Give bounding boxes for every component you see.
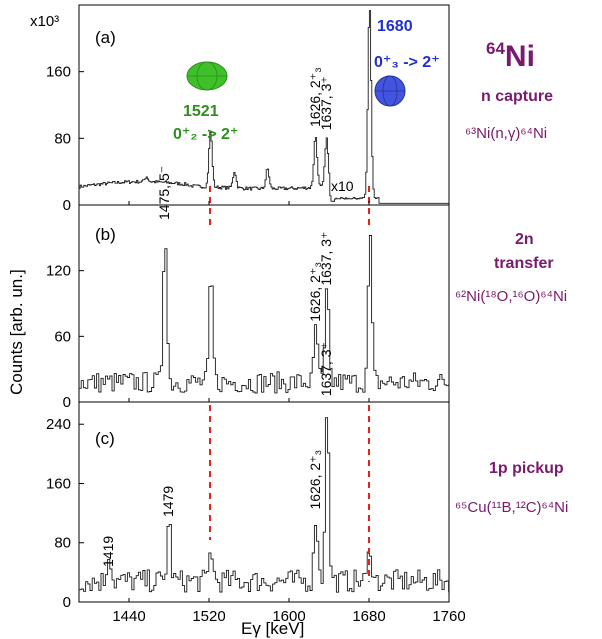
y-axis-label: Counts [arb. un.] xyxy=(7,269,26,395)
peak-label: 1626, 2⁺₃ xyxy=(307,67,323,127)
x-tick-label: 1440 xyxy=(112,608,145,625)
panel-a-label: (a) xyxy=(95,28,116,47)
isotope-mass: 64 xyxy=(486,39,505,58)
y-tick-label: 80 xyxy=(54,130,71,147)
x-tick-label: 1680 xyxy=(352,608,385,625)
y-tick-label: 0 xyxy=(63,197,71,214)
spectrum-line-2 xyxy=(79,417,450,593)
peak-label: 1637, 3⁺ xyxy=(318,342,334,396)
reaction-c-title: 1p pickup xyxy=(489,460,564,477)
reaction-a: ⁶³Ni(n,γ)⁶⁴Ni xyxy=(465,125,547,142)
callout-1521: 1521 0⁺₂ -> 2⁺ xyxy=(173,61,238,143)
reaction-b: ⁶²Ni(¹⁸O,¹⁶O)⁶⁴Ni xyxy=(455,288,567,305)
peak-label: 1637, 3⁺ xyxy=(318,232,334,286)
y-tick-label: 120 xyxy=(46,263,71,280)
callout-1680-transition: 0⁺₃ -> 2⁺ xyxy=(374,54,440,71)
peak-label: 1479 xyxy=(160,486,176,517)
panel-b-label: (b) xyxy=(95,225,116,244)
x-axis-label: Eγ [keV] xyxy=(241,619,304,638)
callout-1680: 1680 0⁺₃ -> 2⁺ xyxy=(374,18,440,107)
peak-label: 1626, 2⁺₃ xyxy=(307,262,323,322)
reaction-a-title: n capture xyxy=(481,88,553,105)
side-panel: 64Ni n capture ⁶³Ni(n,γ)⁶⁴Ni 2n transfer… xyxy=(455,39,568,516)
peak-label: 1637, 3⁺ xyxy=(318,76,334,130)
y-tick-label: 60 xyxy=(54,328,71,345)
panel-b-frame xyxy=(78,204,450,403)
reaction-b-title-2: transfer xyxy=(494,255,554,272)
x-tick-label: 1760 xyxy=(432,608,465,625)
y-tick-label: 0 xyxy=(63,394,71,411)
panel-c-label: (c) xyxy=(95,429,115,448)
y-tick-label: 80 xyxy=(54,535,71,552)
y-tick-label: 160 xyxy=(46,64,71,81)
x10-label: x10 xyxy=(331,178,354,194)
spectrum-line-0 xyxy=(79,10,449,204)
callout-1521-energy: 1521 xyxy=(183,103,219,120)
dashed-lines xyxy=(209,186,370,582)
reaction-c: ⁶⁵Cu(¹¹B,¹²C)⁶⁴Ni xyxy=(455,499,568,516)
reaction-b-title-1: 2n xyxy=(515,231,534,248)
scale-label: x10³ xyxy=(30,13,59,30)
spectrum-line-1 xyxy=(79,235,450,394)
x-tick-label: 1520 xyxy=(192,608,225,625)
isotope-label: 64Ni xyxy=(486,39,535,73)
peak-label: 1475, 5⁻ xyxy=(156,166,172,220)
callout-1521-transition: 0⁺₂ -> 2⁺ xyxy=(173,126,238,143)
isotope-symbol: Ni xyxy=(505,40,535,73)
y-tick-label: 160 xyxy=(46,475,71,492)
x-tick-label: 1600 xyxy=(272,608,305,625)
y-tick-label: 240 xyxy=(46,416,71,433)
panel-c-frame xyxy=(78,401,450,603)
peak-label: 1419 xyxy=(100,536,116,567)
peak-label: 1626, 2⁺₃ xyxy=(307,450,323,510)
callout-1680-energy: 1680 xyxy=(377,18,413,35)
y-tick-label: 0 xyxy=(63,594,71,611)
plots xyxy=(79,10,450,593)
